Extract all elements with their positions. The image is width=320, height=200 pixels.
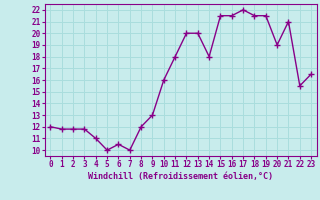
X-axis label: Windchill (Refroidissement éolien,°C): Windchill (Refroidissement éolien,°C) <box>88 172 273 181</box>
